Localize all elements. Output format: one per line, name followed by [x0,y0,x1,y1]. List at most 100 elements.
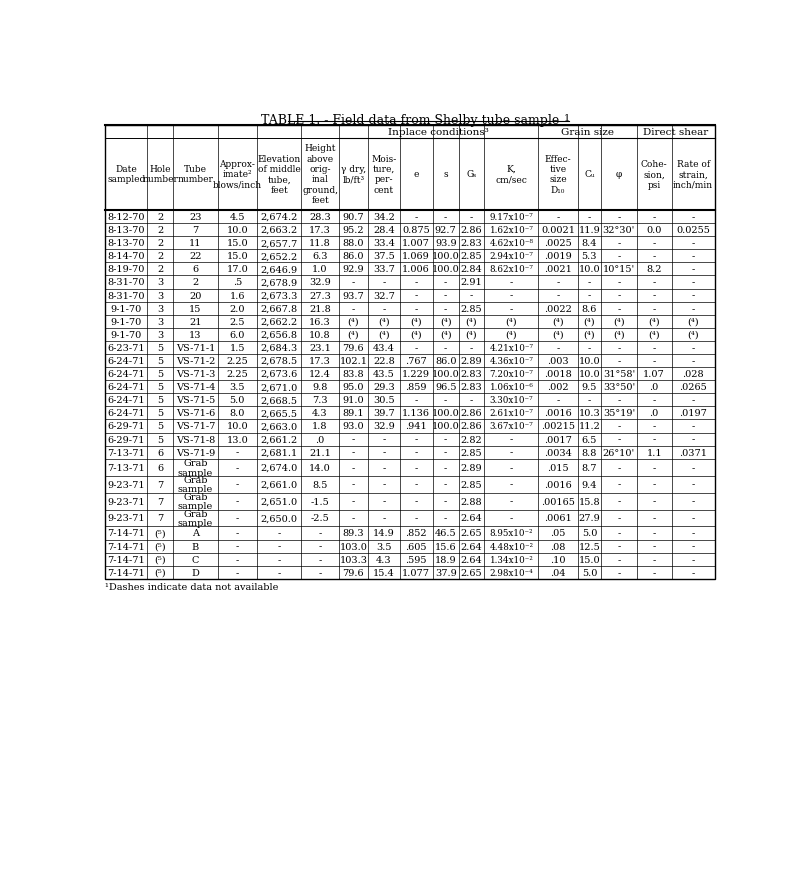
Text: 1.136: 1.136 [402,409,430,418]
Text: -: - [691,497,694,506]
Text: 6.0: 6.0 [230,330,245,340]
Text: s: s [443,170,448,179]
Text: -: - [414,435,418,444]
Text: 1.06x10⁻⁶: 1.06x10⁻⁶ [490,383,534,392]
Text: -: - [653,555,656,564]
Text: -: - [618,497,621,506]
Text: -: - [382,448,386,457]
Text: Grain size: Grain size [561,127,614,137]
Text: -: - [278,555,281,564]
Text: VS-71-4: VS-71-4 [176,383,215,392]
Text: 2.25: 2.25 [226,356,248,365]
Text: 10.0: 10.0 [226,226,248,234]
Text: 100.0: 100.0 [432,422,459,431]
Text: .0: .0 [650,383,658,392]
Text: 35°19': 35°19' [602,409,635,418]
Text: -: - [653,422,656,431]
Text: 9-23-71: 9-23-71 [107,514,145,523]
Text: 2.83: 2.83 [461,383,482,392]
Text: 29.3: 29.3 [373,383,394,392]
Text: -: - [588,278,591,287]
Text: 90.7: 90.7 [342,212,364,222]
Text: 5.0: 5.0 [582,529,597,538]
Text: 93.7: 93.7 [342,291,364,300]
Text: -: - [691,305,694,313]
Text: 1.6: 1.6 [230,291,245,300]
Text: -: - [444,480,447,489]
Text: 9-23-71: 9-23-71 [107,497,145,506]
Text: 93.0: 93.0 [342,422,364,431]
Text: Effec-
tive
size
D₁₀: Effec- tive size D₁₀ [545,155,571,195]
Text: -: - [653,480,656,489]
Text: 2,661.0: 2,661.0 [261,480,298,489]
Text: 2: 2 [192,278,198,287]
Text: .05: .05 [550,529,566,538]
Text: 6-29-71: 6-29-71 [108,422,145,431]
Text: (⁴): (⁴) [648,330,660,340]
Text: 8-13-70: 8-13-70 [108,226,145,234]
Text: 95.2: 95.2 [342,226,364,234]
Text: -: - [414,343,418,352]
Text: -: - [414,514,418,523]
Text: 15.8: 15.8 [578,497,600,506]
Text: 4.62x10⁻⁸: 4.62x10⁻⁸ [490,239,534,248]
Text: 2,673.6: 2,673.6 [261,370,298,378]
Text: -: - [691,480,694,489]
Text: 7-14-71: 7-14-71 [107,529,146,538]
Text: 2,681.1: 2,681.1 [261,448,298,457]
Text: -: - [691,265,694,274]
Text: 32.9: 32.9 [309,278,331,287]
Text: Grab
sample: Grab sample [178,475,213,494]
Text: 79.6: 79.6 [342,343,364,352]
Text: -: - [653,497,656,506]
Text: 100.0: 100.0 [432,370,459,378]
Text: Date
sampled: Date sampled [107,165,146,184]
Text: 2.86: 2.86 [461,422,482,431]
Text: 1.1: 1.1 [646,448,662,457]
Text: 6: 6 [192,265,198,274]
Text: 3: 3 [157,330,163,340]
Text: (⁴): (⁴) [410,330,422,340]
Text: -: - [510,278,513,287]
Text: 2.98x10⁻⁴: 2.98x10⁻⁴ [490,568,533,577]
Text: 2,651.0: 2,651.0 [261,497,298,506]
Text: 1.007: 1.007 [402,239,430,248]
Text: 95.0: 95.0 [342,383,364,392]
Text: 15.0: 15.0 [578,555,600,564]
Text: 0.875: 0.875 [402,226,430,234]
Text: 33.4: 33.4 [373,239,394,248]
Text: 6.3: 6.3 [312,252,328,261]
Text: 4.36x10⁻⁷: 4.36x10⁻⁷ [490,356,534,365]
Text: 15.4: 15.4 [373,568,394,577]
Text: 10.3: 10.3 [578,409,600,418]
Text: -: - [618,278,621,287]
Text: 32°30': 32°30' [602,226,635,234]
Text: .0022: .0022 [544,305,572,313]
Text: -: - [618,422,621,431]
Text: K,
cm/sec: K, cm/sec [495,165,527,184]
Text: 11.8: 11.8 [309,239,331,248]
Text: -: - [236,480,239,489]
Text: 10.0: 10.0 [578,370,600,378]
Text: -: - [691,568,694,577]
Text: -: - [444,291,447,300]
Text: -: - [691,514,694,523]
Text: 8.4: 8.4 [582,239,597,248]
Text: .0017: .0017 [544,435,572,444]
Text: -: - [618,396,621,405]
Text: 5: 5 [157,356,163,365]
Text: 12.4: 12.4 [309,370,331,378]
Text: -: - [382,305,386,313]
Text: 3: 3 [157,278,163,287]
Text: 2,650.0: 2,650.0 [261,514,298,523]
Text: -: - [278,568,281,577]
Text: φ: φ [616,170,622,179]
Text: -: - [444,497,447,506]
Text: -: - [352,448,355,457]
Text: -: - [691,278,694,287]
Text: Rate of
strain,
inch/min: Rate of strain, inch/min [673,160,714,190]
Text: 2.91: 2.91 [461,278,482,287]
Text: 31°58': 31°58' [602,370,635,378]
Text: -: - [691,529,694,538]
Text: 5: 5 [157,422,163,431]
